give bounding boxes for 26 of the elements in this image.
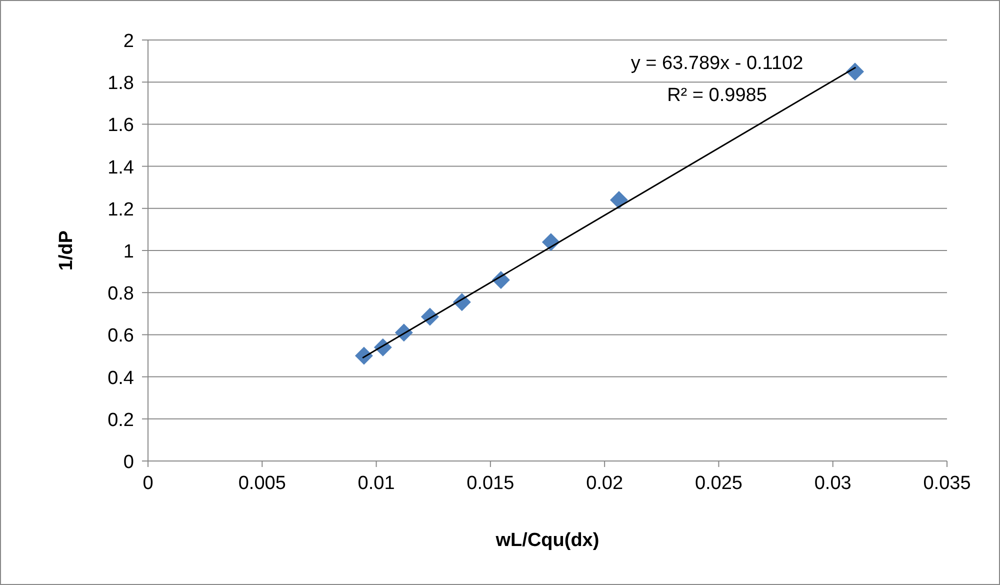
y-tick-label: 0.4: [108, 368, 134, 389]
x-tick-label: 0.015: [466, 473, 514, 494]
y-tick-label: 1: [123, 242, 134, 262]
y-tick-label: 1.6: [108, 115, 134, 136]
y-tick-label: 0.8: [108, 284, 134, 305]
annotation: y = 63.789x - 0.1102: [630, 53, 804, 74]
x-axis-title: wL/Cqu(dx): [494, 530, 600, 551]
y-axis-title: 1/dP: [56, 230, 77, 271]
point: [354, 346, 373, 365]
point: [610, 190, 628, 209]
x-tick-label: 0.005: [238, 473, 286, 494]
x-tick-label: 0.02: [586, 473, 624, 494]
y-tick-label: 2: [123, 31, 134, 52]
x-tick-label: 0.025: [694, 473, 742, 494]
y-tick-label: 0.2: [108, 410, 134, 431]
annotation: R² = 0.9985: [667, 85, 767, 106]
y-tick-label: 1.8: [108, 73, 134, 94]
x-tick-label: 0.035: [923, 473, 971, 494]
x-tick-label: 0: [142, 473, 154, 494]
y-tick-label: 0: [123, 452, 134, 473]
y-tick-label: 1.4: [108, 157, 134, 178]
y-tick-label: 1.2: [108, 199, 134, 220]
x-tick-label: 0.03: [814, 473, 852, 494]
y-tick-label: 0.6: [108, 326, 134, 347]
x-tick-label: 0.01: [358, 473, 395, 494]
point: [846, 62, 864, 81]
